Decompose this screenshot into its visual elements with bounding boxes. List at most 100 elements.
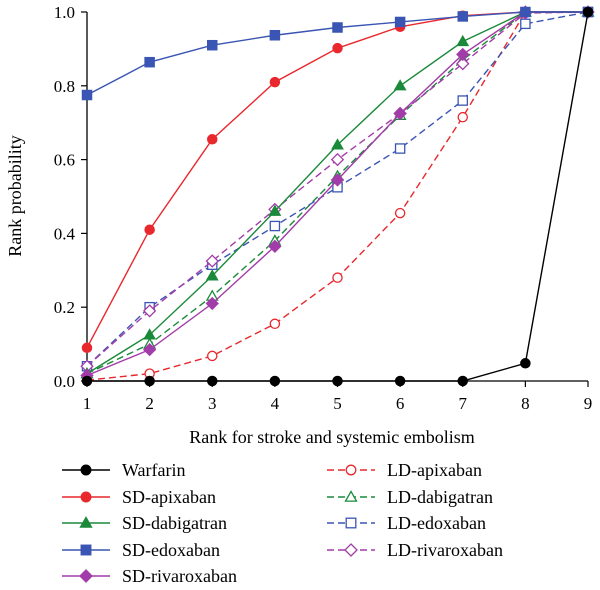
series-line <box>86 11 588 375</box>
data-point <box>206 134 218 145</box>
data-point <box>144 224 155 235</box>
legend-item: SD-edoxaban <box>62 540 220 560</box>
data-point <box>457 95 468 106</box>
data-point <box>331 138 344 150</box>
series-line <box>86 11 588 381</box>
y-tick-label: 0.0 <box>54 372 75 391</box>
data-point <box>206 350 218 362</box>
x-tick-label: 2 <box>145 394 154 413</box>
x-tick-label: 9 <box>584 394 593 413</box>
data-point <box>142 342 157 357</box>
data-point <box>332 42 343 54</box>
data-point <box>269 76 281 88</box>
x-tick-label: 4 <box>271 394 280 413</box>
series-sd-rivaroxaban <box>80 5 595 383</box>
series-layer <box>80 5 595 387</box>
legend-label: LD-apixaban <box>387 460 482 480</box>
legend-marker <box>344 543 358 557</box>
data-point <box>457 111 468 123</box>
data-point <box>520 6 531 18</box>
data-point <box>393 106 407 121</box>
y-tick-label: 0.2 <box>54 298 75 317</box>
data-point <box>330 173 345 187</box>
legend-label: LD-rivaroxaban <box>387 540 503 560</box>
data-point <box>268 239 282 253</box>
data-point <box>393 79 407 91</box>
legend-marker <box>80 464 92 476</box>
y-tick-label: 0.4 <box>54 224 76 243</box>
legend-label: SD-edoxaban <box>122 540 220 560</box>
data-point <box>205 269 219 281</box>
legend-marker <box>80 544 92 556</box>
legend-item: LD-edoxaban <box>327 513 486 533</box>
data-point <box>81 375 93 387</box>
x-tick-label: 3 <box>208 394 217 413</box>
data-point <box>205 296 219 311</box>
data-point <box>520 358 531 369</box>
data-point <box>206 375 218 387</box>
legend-label: LD-dabigatran <box>387 487 493 507</box>
data-point <box>520 18 531 30</box>
series-line <box>87 11 589 382</box>
data-point <box>457 11 468 22</box>
x-axis-title: Rank for stroke and systemic embolism <box>189 427 474 447</box>
data-point <box>394 143 406 154</box>
legend-item: LD-apixaban <box>327 460 482 480</box>
data-point <box>457 375 468 387</box>
data-point <box>456 34 470 47</box>
legend-marker <box>345 517 357 529</box>
y-tick-label: 1.0 <box>54 3 75 22</box>
legend-label: LD-edoxaban <box>387 513 486 533</box>
series-ld-apixaban <box>81 6 594 386</box>
legend-label: Warfarin <box>122 460 186 480</box>
series-ld-edoxaban <box>81 6 594 372</box>
legend-item: SD-dabigatran <box>62 513 227 533</box>
data-point <box>269 220 281 232</box>
legend-item: Warfarin <box>62 460 186 480</box>
data-point <box>81 342 93 354</box>
data-point <box>205 254 219 268</box>
data-point <box>456 47 470 62</box>
data-point <box>394 16 406 28</box>
data-point <box>206 39 218 51</box>
data-point <box>332 22 343 33</box>
legend-label: SD-apixaban <box>122 487 216 507</box>
data-point <box>394 375 406 387</box>
legend-marker <box>79 516 93 528</box>
legend: Warfarin SD-apixaban SD-dabigatran SD-edoxa… <box>62 460 503 586</box>
data-point <box>456 56 470 71</box>
data-point <box>268 204 282 216</box>
data-point <box>332 375 343 387</box>
data-point <box>582 6 594 18</box>
x-tick-label: 6 <box>396 394 405 413</box>
data-point <box>269 29 281 41</box>
series-warfarin <box>81 6 594 387</box>
data-point <box>81 89 93 101</box>
x-tick-label: 7 <box>459 394 468 413</box>
legend-marker <box>79 569 93 583</box>
x-tick-label: 8 <box>521 394 530 413</box>
legend-item: SD-apixaban <box>62 487 216 507</box>
data-point <box>332 272 343 283</box>
data-point <box>330 152 345 167</box>
legend-label: SD-rivaroxaban <box>122 566 237 586</box>
legend-marker <box>80 491 92 503</box>
series-line <box>86 11 588 375</box>
series-line <box>86 11 588 377</box>
legend-item: LD-dabigatran <box>327 487 493 507</box>
legend-item: LD-rivaroxaban <box>327 540 503 560</box>
data-point <box>143 328 157 340</box>
data-point <box>269 318 281 330</box>
legend-item: SD-rivaroxaban <box>62 566 237 586</box>
y-tick-label: 0.8 <box>54 77 75 96</box>
data-point <box>394 207 406 219</box>
legend-marker <box>344 490 358 502</box>
y-axis-title: Rank probability <box>5 135 25 256</box>
data-point <box>144 375 155 387</box>
data-point <box>269 375 281 387</box>
legend-marker <box>345 464 357 476</box>
data-point <box>144 56 155 68</box>
x-tick-label: 5 <box>333 394 342 413</box>
x-tick-label: 1 <box>83 394 92 413</box>
